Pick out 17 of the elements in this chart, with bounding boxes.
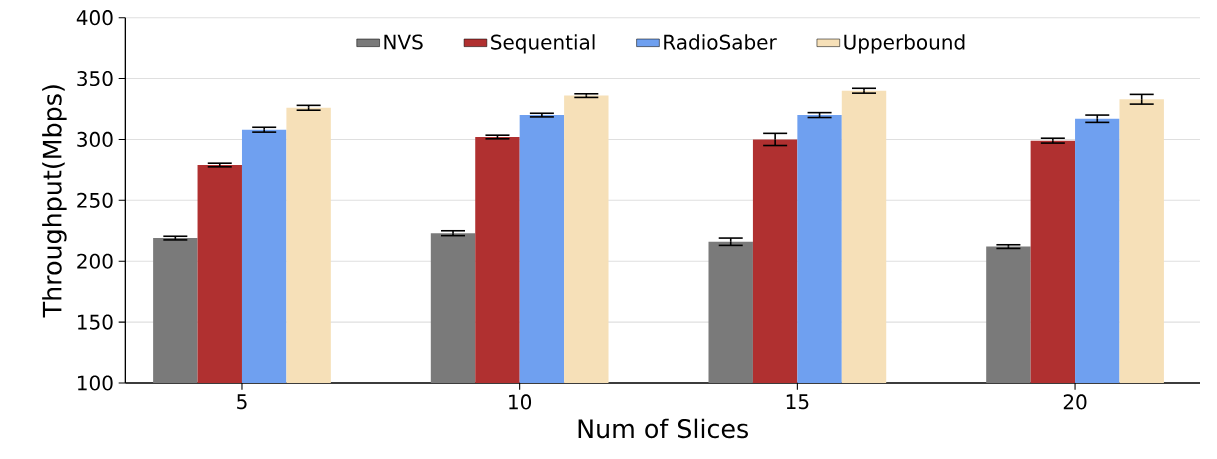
x-tick-label: 5 [237,394,247,410]
x-tick-label: 15 [786,394,809,410]
y-tick-label: 350 [77,70,113,87]
y-tick-label: 150 [77,314,113,330]
y-tick-label: 300 [77,131,113,148]
y-tick-label: 250 [77,192,113,208]
y-tick-label: 200 [77,253,113,269]
x-axis-title: Num of Slices [578,418,748,439]
x-tick-label: 10 [509,394,532,410]
x-tick-label: 20 [1063,394,1087,410]
legend-label: NVS [384,34,423,50]
legend-label: Upperbound [844,34,965,54]
y-tick-label: 100 [77,375,113,391]
y-axis-title: Throughput(Mbps) [42,85,67,318]
y-tick-label: 400 [76,10,113,26]
legend-label: Sequential [491,34,595,54]
legend-label: RadioSaber [664,34,777,50]
